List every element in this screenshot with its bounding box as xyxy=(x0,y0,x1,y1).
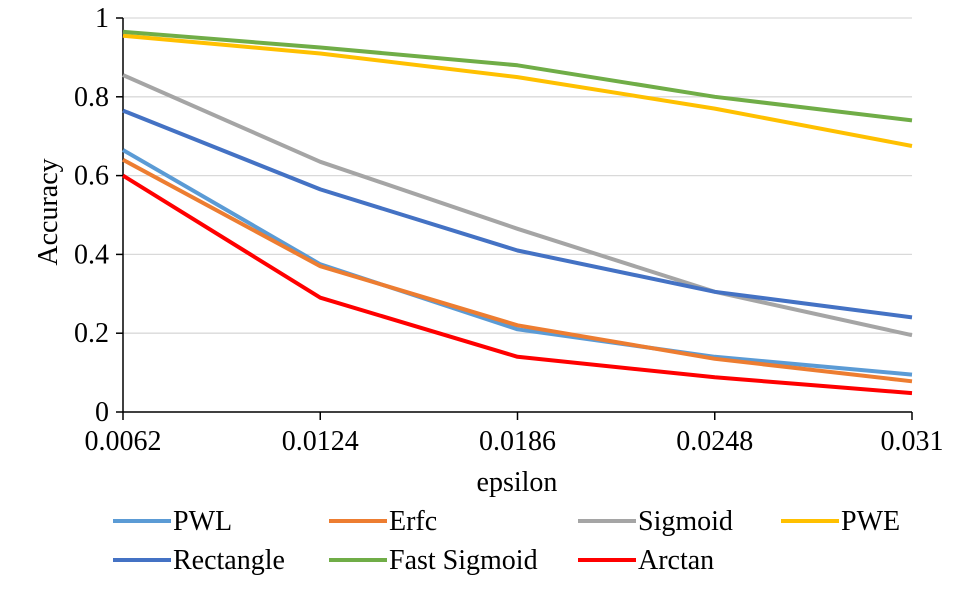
legend-item-pwl: PWL xyxy=(113,506,232,537)
legend-label-fast-sigmoid: Fast Sigmoid xyxy=(389,545,538,576)
legend-label-erfc: Erfc xyxy=(389,506,437,537)
legend-item-rectangle: Rectangle xyxy=(113,545,285,576)
x-axis-title: epsilon xyxy=(477,467,558,498)
series-line-pwe xyxy=(122,33,913,148)
series-line-fast-sigmoid xyxy=(122,29,913,123)
x-tick-label-3: 0.0248 xyxy=(676,426,753,457)
y-axis-title: Accuracy xyxy=(33,158,64,265)
y-tick-label-3: 0.6 xyxy=(74,161,109,192)
y-tick-label-0: 0 xyxy=(95,397,109,428)
y-tick-label-4: 0.8 xyxy=(74,82,109,113)
legend-label-pwl: PWL xyxy=(173,506,232,537)
y-tick-labels: 0 0.2 0.4 0.6 0.8 1 xyxy=(74,3,109,428)
series-lines xyxy=(121,29,913,396)
axes xyxy=(116,17,913,420)
series-line-rectangle xyxy=(122,108,913,320)
legend-item-fast-sigmoid: Fast Sigmoid xyxy=(329,545,538,576)
gridlines xyxy=(123,17,912,334)
legend-item-pwe: PWE xyxy=(781,506,900,537)
series-line-pwl xyxy=(121,148,913,377)
x-tick-labels: 0.0062 0.0124 0.0186 0.0248 0.031 xyxy=(85,426,944,457)
x-tick-label-1: 0.0124 xyxy=(282,426,359,457)
y-tick-label-5: 1 xyxy=(95,3,109,34)
series-line-erfc xyxy=(122,158,913,384)
legend-label-arctan: Arctan xyxy=(638,545,714,576)
y-tick-label-2: 0.4 xyxy=(74,239,109,270)
x-tick-label-2: 0.0186 xyxy=(479,426,556,457)
legend-item-erfc: Erfc xyxy=(329,506,437,537)
series-line-sigmoid xyxy=(122,73,913,338)
legend-label-sigmoid: Sigmoid xyxy=(638,506,733,537)
x-tick-label-0: 0.0062 xyxy=(85,426,162,457)
y-tick-label-1: 0.2 xyxy=(74,318,109,349)
x-tick-label-4: 0.031 xyxy=(881,426,944,457)
legend-label-rectangle: Rectangle xyxy=(173,545,285,576)
legend-item-arctan: Arctan xyxy=(578,545,714,576)
series-line-arctan xyxy=(121,173,913,396)
legend-item-sigmoid: Sigmoid xyxy=(578,506,733,537)
legend-label-pwe: PWE xyxy=(841,506,900,537)
legend: PWL Erfc Sigmoid PWE Rectangle Fast Sigmoid Ar… xyxy=(113,506,900,576)
